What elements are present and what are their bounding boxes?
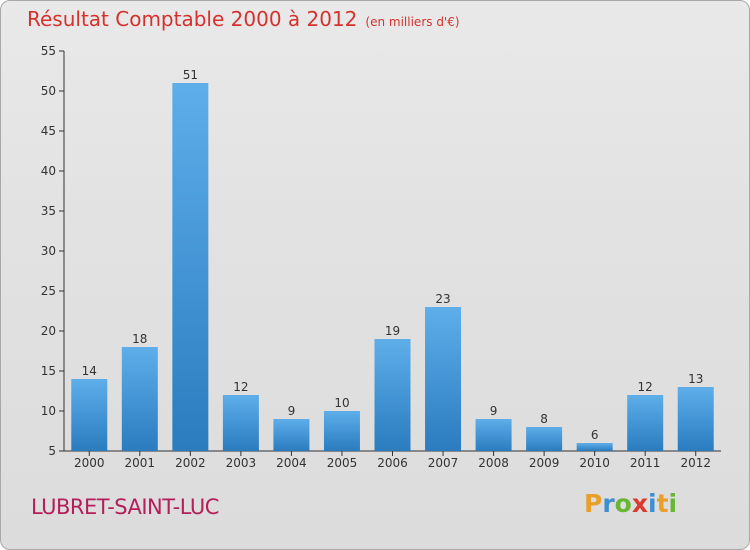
- logo-letter: o: [614, 489, 632, 518]
- x-tick-label: 2011: [630, 456, 661, 470]
- chart-title: Résultat Comptable 2000 à 2012 (en millie…: [27, 7, 460, 31]
- bar-2009: [526, 427, 563, 451]
- y-tick-label: 50: [41, 84, 56, 98]
- bar-value-label: 9: [490, 404, 498, 418]
- chart-unit-label: (en milliers d'€): [365, 15, 460, 29]
- x-tick-label: 2002: [175, 456, 206, 470]
- bar-2012: [677, 387, 714, 451]
- bar-value-label: 13: [688, 372, 703, 386]
- bar-2004: [273, 419, 310, 451]
- logo-letter: P: [584, 489, 603, 518]
- y-tick-label: 10: [41, 404, 56, 418]
- y-tick-label: 25: [41, 284, 56, 298]
- x-tick-label: 2006: [377, 456, 408, 470]
- bar-value-label: 6: [591, 428, 599, 442]
- x-tick-label: 2008: [478, 456, 509, 470]
- bar-2010: [576, 443, 613, 451]
- bar-2002: [172, 83, 209, 451]
- logo-letter: i: [668, 489, 678, 518]
- chart-title-text: Résultat Comptable 2000 à 2012: [27, 7, 358, 31]
- y-tick-label: 55: [41, 44, 56, 58]
- x-tick-label: 2010: [579, 456, 610, 470]
- proxiti-logo[interactable]: Proxiti: [584, 489, 677, 518]
- x-tick-label: 2012: [680, 456, 711, 470]
- y-tick-label: 15: [41, 364, 56, 378]
- bar-2007: [425, 307, 462, 451]
- y-tick-label: 30: [41, 244, 56, 258]
- bar-value-label: 18: [132, 332, 147, 346]
- bar-value-label: 9: [288, 404, 296, 418]
- x-tick-label: 2001: [125, 456, 156, 470]
- y-tick-label: 40: [41, 164, 56, 178]
- logo-letter: i: [648, 489, 657, 518]
- bar-value-label: 12: [638, 380, 653, 394]
- bar-2005: [323, 411, 360, 451]
- bar-value-label: 8: [540, 412, 548, 426]
- x-tick-label: 2007: [428, 456, 459, 470]
- bar-value-label: 51: [183, 68, 198, 82]
- bar-2000: [71, 379, 108, 451]
- logo-letter: t: [656, 489, 669, 518]
- bar-value-label: 10: [334, 396, 349, 410]
- x-tick-label: 2000: [74, 456, 105, 470]
- bar-2008: [475, 419, 512, 451]
- bar-2011: [627, 395, 664, 451]
- logo-letter: x: [631, 489, 648, 518]
- y-tick-label: 20: [41, 324, 56, 338]
- x-tick-label: 2005: [327, 456, 358, 470]
- logo-letter: r: [602, 489, 615, 518]
- y-tick-label: 35: [41, 204, 56, 218]
- x-tick-label: 2003: [226, 456, 257, 470]
- bar-value-label: 19: [385, 324, 400, 338]
- y-tick-label: 45: [41, 124, 56, 138]
- x-tick-label: 2009: [529, 456, 560, 470]
- bar-value-label: 23: [435, 292, 450, 306]
- bar-2001: [121, 347, 158, 451]
- bar-value-label: 14: [82, 364, 97, 378]
- town-name: LUBRET-SAINT-LUC: [31, 495, 219, 519]
- x-tick-label: 2004: [276, 456, 307, 470]
- bar-2003: [222, 395, 259, 451]
- y-tick-label: 5: [48, 444, 56, 458]
- bar-2006: [374, 339, 411, 451]
- bar-value-label: 12: [233, 380, 248, 394]
